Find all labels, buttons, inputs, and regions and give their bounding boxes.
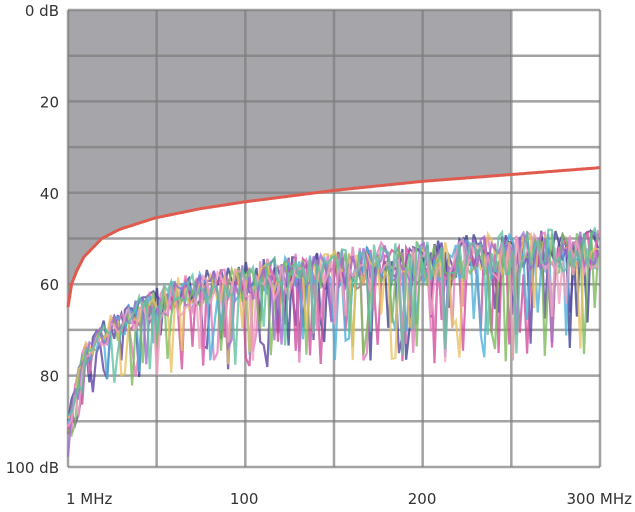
y-tick-label: 0 dB bbox=[25, 2, 59, 20]
y-tick-label: 60 bbox=[40, 276, 59, 294]
x-tick-label: 100 bbox=[230, 490, 259, 508]
x-tick-label: 1 MHz bbox=[66, 490, 113, 508]
y-tick-label: 80 bbox=[40, 368, 59, 386]
y-tick-label: 20 bbox=[40, 93, 59, 111]
forbidden-region bbox=[68, 10, 512, 308]
x-tick-label: 200 bbox=[408, 490, 437, 508]
y-tick-label: 100 dB bbox=[6, 459, 59, 477]
noise-trace bbox=[67, 225, 600, 417]
x-tick-label: 300 MHz bbox=[567, 490, 633, 508]
limit-line bbox=[66, 166, 601, 308]
y-tick-label: 40 bbox=[40, 185, 59, 203]
